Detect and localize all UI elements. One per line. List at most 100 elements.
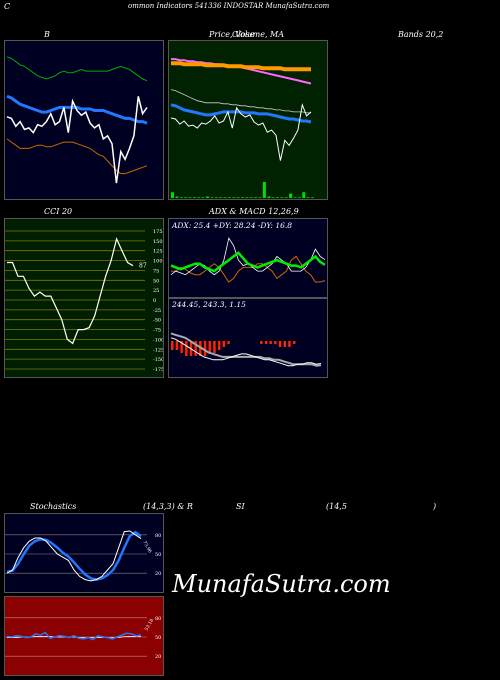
macd-panel [168,298,328,378]
cci-tick-label: -125 [153,347,163,353]
volume-bar [271,197,275,198]
cci-chart: 175 150 125 100 75 50 25 0 -25 -50 -75 -100 -125 -150… [5,229,163,373]
stoch-d-line [6,530,142,581]
pm-ma4-line [170,89,311,114]
bb-upper-line [6,56,148,82]
adx-plus-dy-line [170,237,326,276]
cci-tick-label: 75 [153,268,159,274]
stoch-tick-label: 20 [155,571,161,577]
bands-mid-close-label: Close [232,30,255,39]
cci-tick-label: -75 [153,328,161,334]
stochastics-panel: 80 50 20 73.96 [4,513,164,593]
stoch-k-line [6,530,142,582]
rsi-tick-label: 50 [155,635,161,641]
macd-hist-bar [208,341,211,353]
adx-line [170,251,326,273]
pm-close-line [170,102,312,161]
volume-bar [258,197,262,198]
macd-line [170,337,322,367]
volume-bar [227,197,231,198]
cci-label: CCI 20 [44,207,73,216]
pm-ma2-line [171,61,311,72]
cci-line [7,237,134,345]
volume-bar [249,197,253,198]
cci-tick-label: 100 [153,259,163,265]
macd-hist-bar [171,341,174,350]
adx-macd-label: ADX & MACD 12,26,9 [209,207,299,216]
macd-hist-bar [213,341,216,353]
adx-minus-dy-line [171,255,326,283]
bb-close-line [6,96,148,184]
volume-bar [241,197,244,198]
cci-tick-label: -100 [153,337,163,343]
macd-hist-bar [269,341,272,344]
stoch-params-label: (14,3,3) & R [143,502,193,511]
volume-bar [293,197,297,198]
stoch-last-value: 73.96 [141,540,153,554]
bollinger-panel [4,40,164,200]
macd-hist-bar [194,341,197,356]
volume-bar [175,196,179,198]
cci-tick-label: -25 [153,308,161,314]
cci-tick-label: 125 [153,249,163,255]
volume-bar [179,197,183,198]
stoch-tick-label: 80 [155,533,161,539]
volume-bar [284,197,288,198]
volume-bar [232,197,236,198]
rsi-chart: 80 50 20 53.18 [5,616,161,660]
cci-tick-label: 50 [153,278,159,284]
rsi-label: SI [236,502,245,511]
bb-lower-line [6,138,148,175]
cci-tick-label: -50 [153,318,161,324]
rsi-tick-label: 20 [155,654,161,660]
macd-hist-bar [292,341,296,344]
watermark: MunafaSutra.com [172,570,391,598]
cci-tick-label: 25 [153,288,159,294]
volume-bar [210,197,214,198]
rsi-last-value: 53.18 [144,618,156,632]
rsi-panel: 80 50 20 53.18 [4,596,164,676]
macd-hist-bar [175,341,179,350]
volume-bar [184,197,188,198]
volume-bar [267,196,271,198]
bands-mid-label: Price, Volume, MA [209,30,285,39]
macd-hist-bar [264,341,268,344]
rsi-line [6,631,142,641]
volume-bar [306,197,310,198]
macd-hist-bar [180,341,183,353]
macd-hist-bar [274,341,277,344]
volume-bar [280,197,284,198]
cci-tick-label: 0 [153,298,156,304]
bb-middle-line [6,94,148,125]
macd-hist-bar [260,341,263,344]
volume-bar [201,197,205,198]
volume-bar [311,197,314,198]
bollinger-chart [6,56,148,184]
volume-bar [276,197,279,198]
adx-chart [170,237,326,283]
pm-ma3-line [170,103,312,124]
price-ma-chart [170,58,314,198]
rsi-params-close: ) [433,502,437,511]
volume-bar [171,192,174,198]
volume-bar [302,192,306,198]
cci-tick-label: 175 [153,229,163,235]
macd-hist-bar [222,341,226,347]
volume-bar [245,197,249,198]
price-ma-panel [168,40,328,200]
macd-hist-bar [203,341,207,356]
cci-tick-label: -175 [153,367,163,373]
volume-bar [297,197,301,198]
volume-bar [262,182,266,198]
volume-bar [197,197,201,198]
macd-hist-bar [227,341,230,344]
macd-hist-bar [185,341,188,356]
volume-bar [289,193,293,198]
volume-bar [254,197,258,198]
stoch-label: Stochastics [30,502,77,511]
volume-bar [188,197,192,198]
macd-chart [170,332,322,367]
stochastics-chart: 80 50 20 73.96 [5,530,161,582]
volume-bar [236,197,240,198]
adx-panel [168,218,328,298]
